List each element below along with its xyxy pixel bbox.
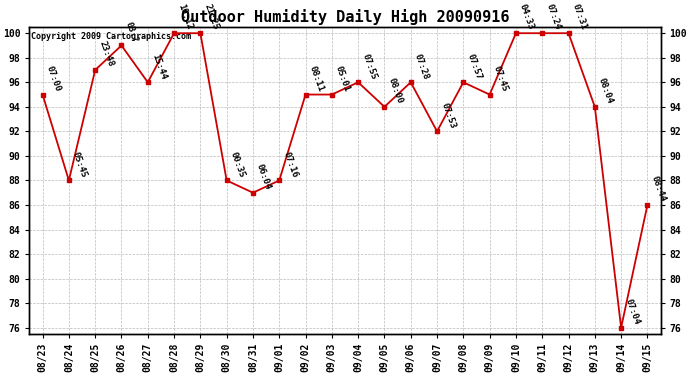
Text: 07:28: 07:28: [413, 52, 431, 81]
Text: 21:25: 21:25: [202, 3, 220, 32]
Text: 07:24: 07:24: [544, 3, 562, 32]
Text: 08:04: 08:04: [597, 76, 615, 105]
Text: 00:35: 00:35: [229, 150, 246, 178]
Text: 04:33: 04:33: [518, 3, 535, 32]
Text: 10:12: 10:12: [176, 3, 194, 32]
Text: 07:55: 07:55: [360, 52, 378, 81]
Text: 05:45: 05:45: [71, 150, 88, 178]
Text: 07:04: 07:04: [623, 297, 641, 326]
Text: 07:31: 07:31: [571, 3, 589, 32]
Text: 05:01: 05:01: [334, 64, 352, 93]
Text: 08:44: 08:44: [649, 175, 667, 203]
Text: 08:00: 08:00: [386, 76, 404, 105]
Title: Outdoor Humidity Daily High 20090916: Outdoor Humidity Daily High 20090916: [181, 9, 509, 24]
Text: 23:48: 23:48: [97, 40, 115, 68]
Text: 07:57: 07:57: [466, 52, 483, 81]
Text: 07:00: 07:00: [45, 64, 62, 93]
Text: 07:45: 07:45: [492, 64, 509, 93]
Text: 07:53: 07:53: [439, 101, 457, 129]
Text: 07:16: 07:16: [282, 150, 299, 178]
Text: 08:11: 08:11: [308, 64, 325, 93]
Text: 03:?: 03:?: [124, 20, 139, 44]
Text: 15:44: 15:44: [150, 52, 168, 81]
Text: 06:04: 06:04: [255, 162, 273, 191]
Text: Copyright 2009 Cartographics.com: Copyright 2009 Cartographics.com: [30, 32, 190, 40]
